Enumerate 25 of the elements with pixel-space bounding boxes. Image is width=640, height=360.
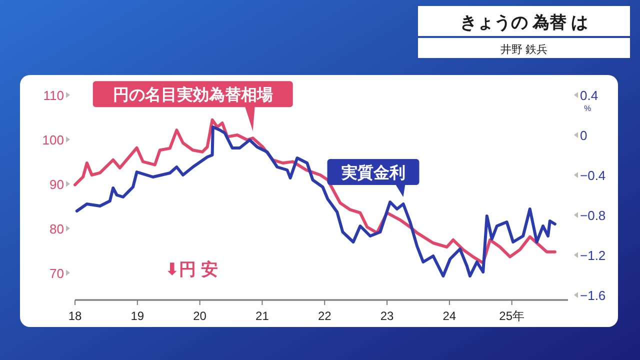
y2-tick-label: −0.8 xyxy=(580,208,606,223)
y2-axis-title: % xyxy=(584,104,592,113)
y2-tick-label: −1.2 xyxy=(580,248,606,263)
series-label: 実質金利 xyxy=(340,163,406,182)
x-tick-label: 20 xyxy=(193,309,207,323)
chart-subtitle: 井野 鉄兵 xyxy=(500,43,548,56)
x-tick-label: 23 xyxy=(380,309,394,323)
y2-tick-label: −1.6 xyxy=(580,288,606,303)
series-label: 円の名目実効為替相場 xyxy=(112,85,273,104)
x-tick-label: 22 xyxy=(318,309,332,323)
x-tick-label: 25年 xyxy=(499,309,525,323)
y2-tick-label: −0.4 xyxy=(580,168,606,183)
x-tick-label: 24 xyxy=(442,309,456,323)
y-tick-label: 90 xyxy=(50,176,64,192)
x-tick-label: 18 xyxy=(68,309,82,323)
x-tick-label: 21 xyxy=(256,309,270,323)
y-tick-label: 70 xyxy=(50,266,64,281)
y2-tick-label: 0 xyxy=(580,128,588,143)
y2-tick-label: 0.4 xyxy=(580,88,598,103)
chart-title: きょうの 為替 は xyxy=(460,13,588,32)
y-tick-label: 80 xyxy=(50,221,64,236)
y-tick-label: 110 xyxy=(43,88,64,103)
annotation: ⬇円 安 xyxy=(165,260,218,279)
x-tick-label: 19 xyxy=(130,309,144,323)
y-tick-label: 100 xyxy=(42,132,64,148)
